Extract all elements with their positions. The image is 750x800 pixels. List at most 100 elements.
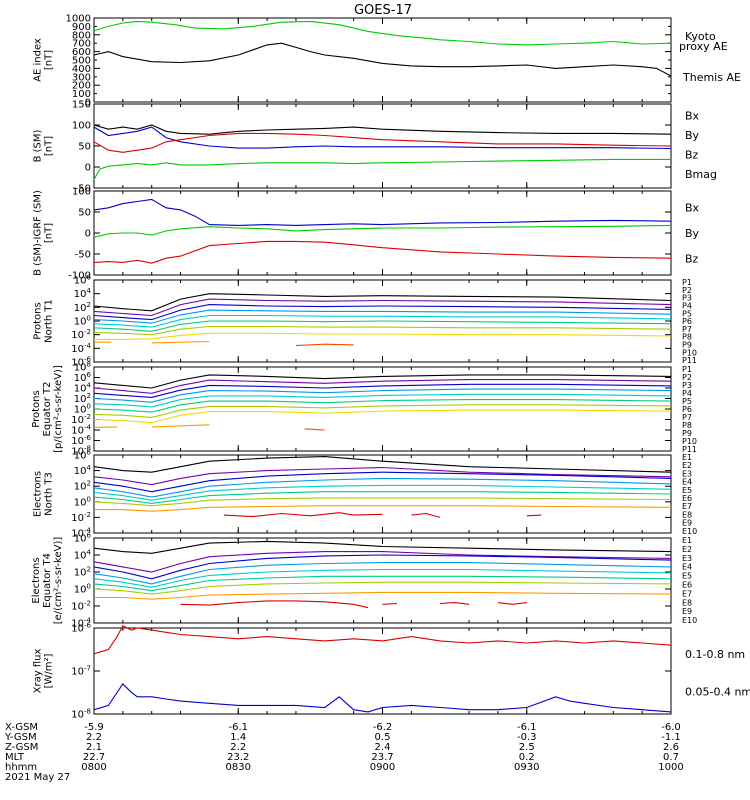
legend-entry: E5 <box>682 572 692 581</box>
series-line <box>304 428 325 431</box>
legend-entry: By <box>685 227 700 240</box>
y-tick-label: 900 <box>72 22 91 33</box>
y-tick-label: 800 <box>72 30 91 41</box>
y-tick-label: 500 <box>72 56 91 67</box>
series-line <box>94 591 672 600</box>
series-line <box>93 132 672 153</box>
orbit-row-label: Z-GSM <box>5 742 38 753</box>
tick-label-exp: -2 <box>84 328 91 336</box>
y-tick-label: 104 <box>74 287 92 300</box>
legend-entry: P2 <box>682 373 692 382</box>
tick-label-exp: -2 <box>84 600 91 608</box>
legend-entry: E3 <box>682 554 692 563</box>
tick-label-exp: -8 <box>84 708 91 716</box>
y-axis-label: Protons <box>33 302 44 339</box>
legend-entry: E5 <box>682 486 692 495</box>
legend-entry: E9 <box>682 607 692 616</box>
orbit-value: 2.4 <box>375 742 391 753</box>
legend-entry: P9 <box>682 429 692 438</box>
y-tick-label: 106 <box>74 274 92 287</box>
tick-label-exp: -4 <box>84 527 92 535</box>
tick-label-exp: 6 <box>87 371 92 379</box>
legend-entry: E2 <box>682 545 692 554</box>
orbit-value: -5.9 <box>84 722 104 733</box>
legend-entry: E10 <box>682 527 697 536</box>
orbit-value: 0.5 <box>375 732 391 743</box>
y-tick-label: 10-6 <box>71 356 91 369</box>
tick-label-base: 10 <box>74 394 87 405</box>
y-tick-label: 104 <box>74 382 92 395</box>
y-tick-label: 104 <box>74 464 92 477</box>
series-line <box>295 343 354 347</box>
orbit-value: 0.7 <box>663 752 679 763</box>
series-line <box>93 42 672 77</box>
tick-label-base: 10 <box>74 363 87 374</box>
series-line <box>411 512 441 518</box>
orbit-table: X-GSM -5.9 -6.1 -6.2 -6.1 -6.0Y-GSM 2.2 1.4 0.5-… <box>4 722 684 783</box>
tick-label-exp: 6 <box>87 274 92 282</box>
orbit-value: 23.7 <box>371 752 393 763</box>
y-tick-label: 10-4 <box>71 424 91 437</box>
legend-entry: Bz <box>685 252 699 265</box>
legend-entry: E1 <box>682 453 692 462</box>
tick-label-base: 10 <box>74 451 87 462</box>
y-tick-label: 10-4 <box>71 527 91 540</box>
legend-entry: E10 <box>682 616 697 625</box>
legend-entry: E8 <box>682 598 692 607</box>
tick-label-exp: 6 <box>87 532 92 540</box>
tick-label-exp: -2 <box>84 413 91 421</box>
tick-label-exp: -4 <box>84 342 92 350</box>
series-line <box>93 540 672 554</box>
y-tick-label: 700 <box>72 39 91 50</box>
series-line <box>93 158 671 180</box>
orbit-value: -0.3 <box>517 732 537 743</box>
tick-label-exp: -7 <box>84 665 91 673</box>
tick-label-base: 10 <box>74 373 87 384</box>
y-tick-label: 102 <box>74 480 91 493</box>
series-line <box>93 325 672 336</box>
y-tick-label: -50 <box>75 250 91 261</box>
y-axis-label: North T1 <box>44 299 55 343</box>
y-tick-label: 200 <box>72 81 91 92</box>
y-tick-label: 10-2 <box>71 413 91 426</box>
panel-3: -100 -50 0 50 100 B (SM)-IGRF (SM) [nT] Bx By Bz <box>33 187 700 282</box>
y-tick-label: 100 <box>74 315 91 328</box>
tick-label-exp: 4 <box>87 464 92 472</box>
y-tick-label: 50 <box>78 208 91 219</box>
legend-entry: Themis AE <box>682 71 741 84</box>
y-axis-label: Electrons <box>31 557 42 603</box>
tick-label-exp: 4 <box>87 549 92 557</box>
legend-entry: E2 <box>682 461 692 470</box>
orbit-value: -6.1 <box>517 722 537 733</box>
tick-label-base: 10 <box>74 405 87 416</box>
tick-label-base: 10 <box>71 624 84 635</box>
tick-label-base: 10 <box>71 667 84 678</box>
tick-label-base: 10 <box>74 466 87 477</box>
y-axis-label: B (SM)-IGRF (SM) <box>33 190 44 276</box>
tick-label-base: 10 <box>71 426 84 437</box>
legend-entry: P1 <box>682 365 692 374</box>
series-line <box>93 568 672 588</box>
legend-entry: P7 <box>682 325 692 334</box>
y-tick-label: -100 <box>68 271 91 282</box>
legend-entry: Bz <box>685 149 699 162</box>
tick-label-base: 10 <box>74 384 87 395</box>
legend-entry: P2 <box>682 286 692 295</box>
figure-title: GOES-17 <box>354 3 412 18</box>
orbit-value: 2.2 <box>230 742 246 753</box>
y-tick-label: 10-6 <box>71 622 91 635</box>
tick-label-exp: 2 <box>87 301 91 309</box>
y-tick-label: 600 <box>72 47 91 58</box>
series-line <box>93 383 672 398</box>
y-axis-label: B (SM) <box>33 129 44 162</box>
series-line <box>93 379 672 394</box>
tick-label-base: 10 <box>74 497 87 508</box>
series-line <box>93 554 672 580</box>
tick-label-exp: 0 <box>87 403 91 411</box>
y-axis-label: Equator T2 <box>42 382 53 437</box>
series-line <box>93 477 672 498</box>
tick-label-base: 10 <box>74 276 87 287</box>
legend-entry: P3 <box>682 381 692 390</box>
